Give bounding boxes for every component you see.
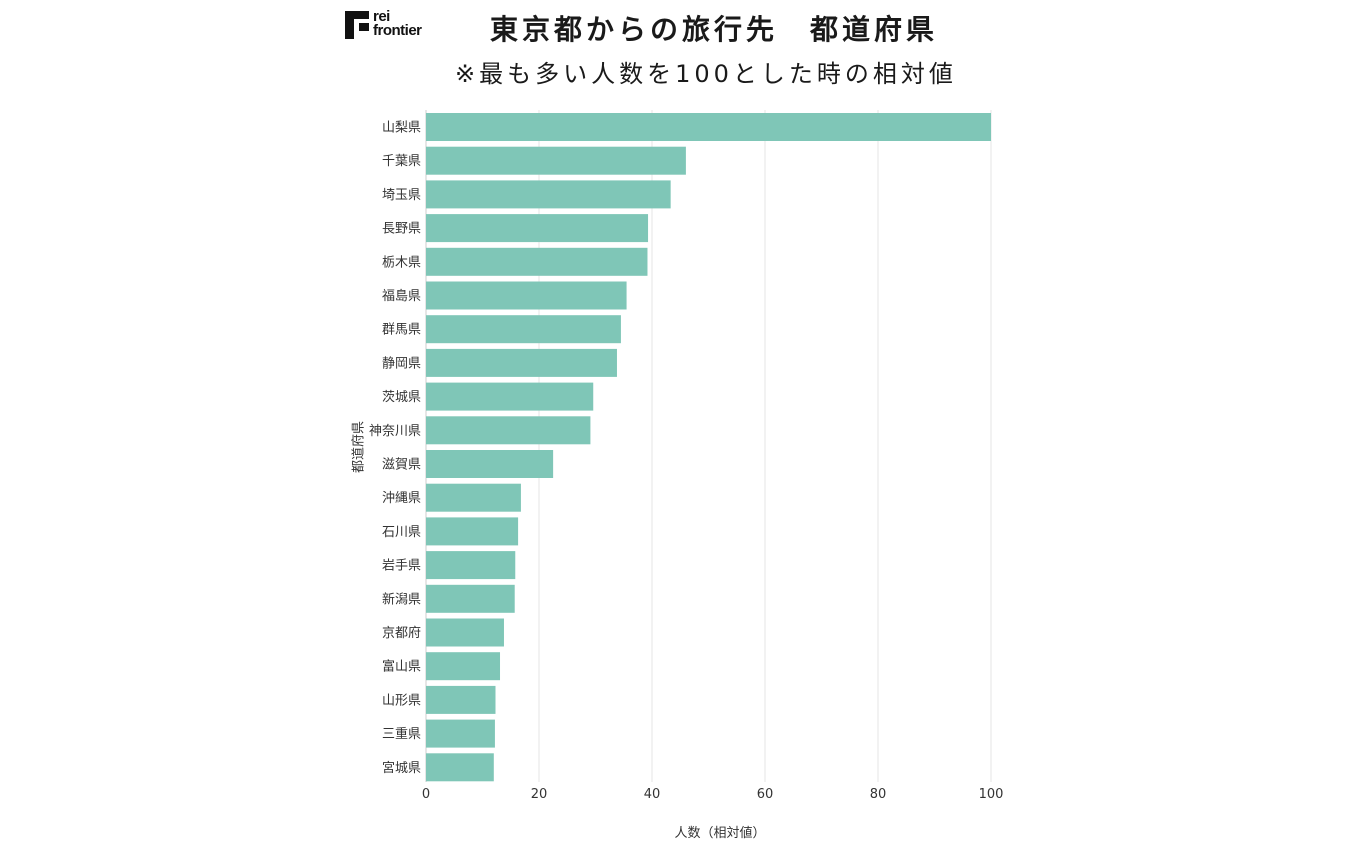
- y-tick-label: 栃木県: [382, 255, 421, 270]
- bar: [426, 551, 516, 580]
- chart-subtitle: ※最も多い人数を100とした時の相対値: [455, 60, 957, 88]
- y-tick-label: 静岡県: [382, 356, 421, 371]
- logo-text: rei frontier: [373, 8, 422, 39]
- y-tick-label: 千葉県: [382, 154, 421, 169]
- bar: [426, 180, 671, 209]
- y-tick-label: 茨城県: [382, 390, 421, 405]
- y-tick-label: 福島県: [382, 289, 421, 304]
- bar: [426, 719, 495, 748]
- x-tick-label: 0: [422, 787, 430, 802]
- y-tick-label: 新潟県: [382, 591, 421, 607]
- y-tick-label: 長野県: [382, 222, 421, 237]
- bar: [426, 618, 504, 647]
- y-tick-label: 沖縄県: [382, 491, 421, 506]
- bar: [426, 450, 554, 478]
- y-tick-label: 富山県: [382, 659, 421, 675]
- bar: [426, 315, 621, 344]
- bar: [426, 382, 594, 411]
- bar: [426, 214, 649, 243]
- bar: [426, 281, 627, 310]
- bar: [426, 483, 521, 512]
- x-tick-label: 20: [531, 787, 548, 802]
- y-tick-label: 三重県: [382, 726, 421, 742]
- bar: [426, 753, 494, 782]
- y-tick-label: 石川県: [382, 525, 421, 540]
- logo-line-2: frontier: [373, 22, 422, 39]
- y-tick-label: 岩手県: [382, 559, 421, 574]
- y-tick-label: 埼玉県: [382, 188, 421, 203]
- rei-frontier-logo: rei frontier: [345, 8, 435, 40]
- y-tick-label: 滋賀県: [382, 458, 421, 473]
- x-tick-label: 100: [979, 787, 1004, 802]
- y-tick-label: 山梨県: [382, 121, 421, 136]
- x-tick-label: 60: [757, 787, 774, 802]
- bar: [426, 416, 591, 445]
- y-tick-label: 宮城県: [382, 760, 421, 776]
- bar: [426, 584, 515, 613]
- y-tick-label: 京都府: [382, 626, 421, 641]
- logo-line-1: rei: [373, 8, 390, 25]
- bar: [426, 113, 991, 141]
- x-tick-label: 80: [870, 787, 887, 802]
- bar: [426, 247, 648, 276]
- y-tick-label: 山形県: [382, 693, 421, 708]
- bar: [426, 348, 617, 377]
- chart-title: 東京都からの旅行先 都道府県: [490, 13, 939, 46]
- bar: [426, 685, 496, 714]
- x-axis-label: 人数（相対値）: [674, 826, 766, 841]
- y-axis-label: 都道府県: [351, 420, 367, 474]
- bar: [426, 517, 519, 546]
- x-tick-label: 40: [644, 787, 661, 802]
- y-tick-label: 神奈川県: [369, 424, 421, 439]
- bar: [426, 652, 501, 681]
- y-tick-label: 群馬県: [382, 323, 421, 338]
- bar: [426, 146, 686, 175]
- logo-mark-icon: [345, 11, 369, 39]
